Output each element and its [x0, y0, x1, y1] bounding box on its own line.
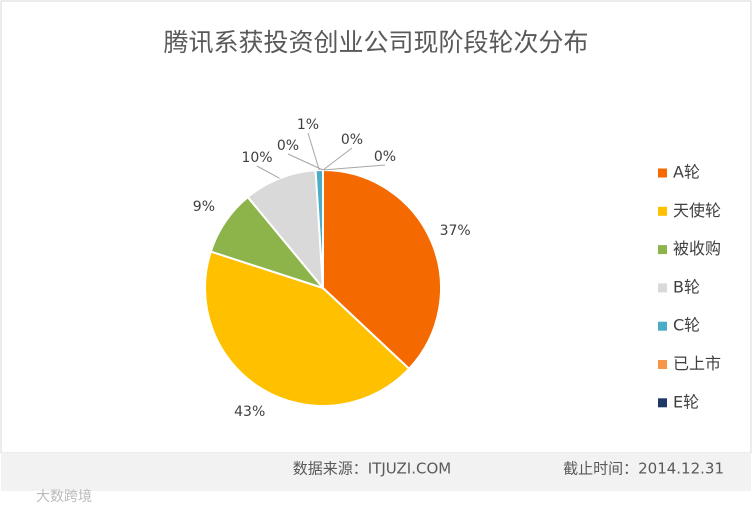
legend-label: B轮	[673, 277, 700, 296]
slice	[246, 169, 325, 292]
date: 截止时间：2014.12.31	[563, 460, 724, 478]
legend-swatch	[658, 245, 667, 255]
watermark: 大数跨境	[36, 489, 92, 505]
leader-line	[322, 164, 386, 171]
data-label: 1%	[297, 117, 319, 133]
data-label: 0%	[374, 149, 396, 165]
legend-label: 天使轮	[673, 201, 721, 220]
source: 数据来源：ITJUZI.COM	[293, 460, 451, 478]
leader-line	[256, 165, 280, 179]
data-label: 10%	[241, 150, 272, 166]
chart-title: 腾讯系获投资创业公司现阶段轮次分布	[163, 28, 588, 57]
legend-swatch	[658, 360, 667, 369]
legend-swatch	[658, 206, 667, 216]
footer-band	[1, 453, 751, 491]
leader-line	[322, 147, 353, 171]
legend-swatch	[658, 168, 667, 178]
legend-swatch	[658, 398, 667, 408]
legend-label: E轮	[673, 392, 699, 411]
legend-label: 被收购	[673, 239, 721, 258]
data-label: 43%	[234, 404, 265, 420]
slice	[322, 168, 442, 371]
data-label: 0%	[277, 138, 299, 154]
legend-swatch	[658, 283, 667, 293]
data-label: 0%	[341, 132, 363, 148]
legend-label: 已上市	[673, 354, 721, 373]
leader-line	[307, 132, 320, 171]
data-label: 37%	[440, 223, 471, 239]
leader-line	[287, 153, 324, 171]
legend-swatch	[658, 321, 667, 331]
data-label: 9%	[193, 199, 215, 215]
slice	[204, 250, 411, 407]
legend-label: A轮	[673, 163, 700, 182]
legend-label: C轮	[673, 316, 700, 335]
